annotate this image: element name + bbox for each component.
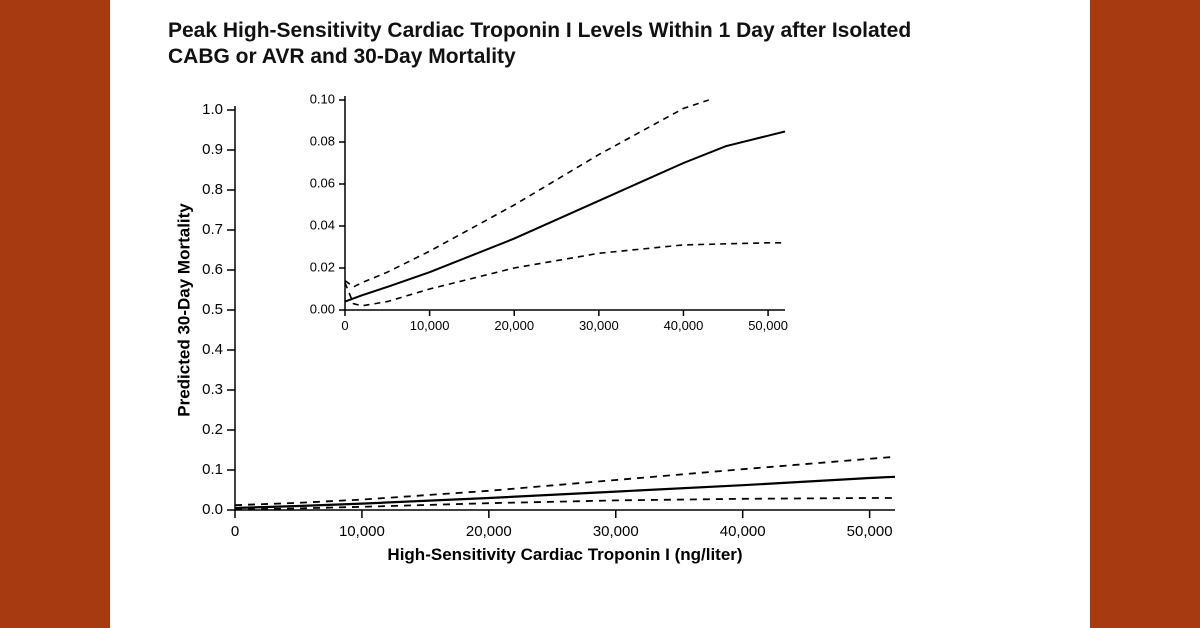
ci-lower [345,243,785,306]
x-tick-label: 10,000 [339,523,385,540]
x-axis-title: High-Sensitivity Cardiac Troponin I (ng/… [387,545,742,564]
x-tick-label: 20,000 [466,523,512,540]
y-tick-label: 0.1 [202,461,223,478]
y-tick-label: 0.04 [310,217,335,232]
chart-panel: Peak High-Sensitivity Cardiac Troponin I… [110,0,1090,628]
y-tick-label: 0.08 [310,133,335,148]
x-tick-label: 40,000 [720,523,766,540]
sidebar-right [1090,0,1200,628]
y-tick-label: 1.0 [202,101,223,118]
y-tick-label: 0.8 [202,181,223,198]
sidebar-left [0,0,110,628]
y-tick-label: 0.5 [202,301,223,318]
y-tick-label: 0.06 [310,175,335,190]
page-title: Peak High-Sensitivity Cardiac Troponin I… [168,18,928,71]
x-tick-label: 50,000 [748,318,788,333]
x-tick-label: 50,000 [847,523,893,540]
x-tick-label: 20,000 [494,318,534,333]
x-tick-label: 30,000 [579,318,619,333]
y-tick-label: 0.9 [202,141,223,158]
y-tick-label: 0.10 [310,91,335,106]
y-tick-label: 0.7 [202,221,223,238]
x-tick-label: 30,000 [593,523,639,540]
y-tick-label: 0.00 [310,301,335,316]
y-tick-label: 0.0 [202,501,223,518]
x-tick-label: 0 [341,318,348,333]
mean-line [345,132,785,302]
x-tick-label: 10,000 [410,318,450,333]
y-tick-label: 0.2 [202,421,223,438]
ci-upper [345,100,709,287]
x-tick-label: 40,000 [664,318,704,333]
y-axis-title: Predicted 30-Day Mortality [174,203,193,417]
y-tick-label: 0.3 [202,381,223,398]
inset-chart-group: 0.00 0.02 0.04 0.06 0.08 0.10 0 10,000 20,000 30,… [310,91,788,333]
main-chart: 0.0 0.1 0.2 0.3 0.4 0.5 0.6 0.7 0.8 0.9 1.0 0 10,000… [110,0,1090,628]
page: Peak High-Sensitivity Cardiac Troponin I… [0,0,1200,628]
mean-line [235,477,895,508]
y-tick-label: 0.02 [310,259,335,274]
y-tick-label: 0.4 [202,341,223,358]
x-tick-label: 0 [231,523,239,540]
y-tick-label: 0.6 [202,261,223,278]
